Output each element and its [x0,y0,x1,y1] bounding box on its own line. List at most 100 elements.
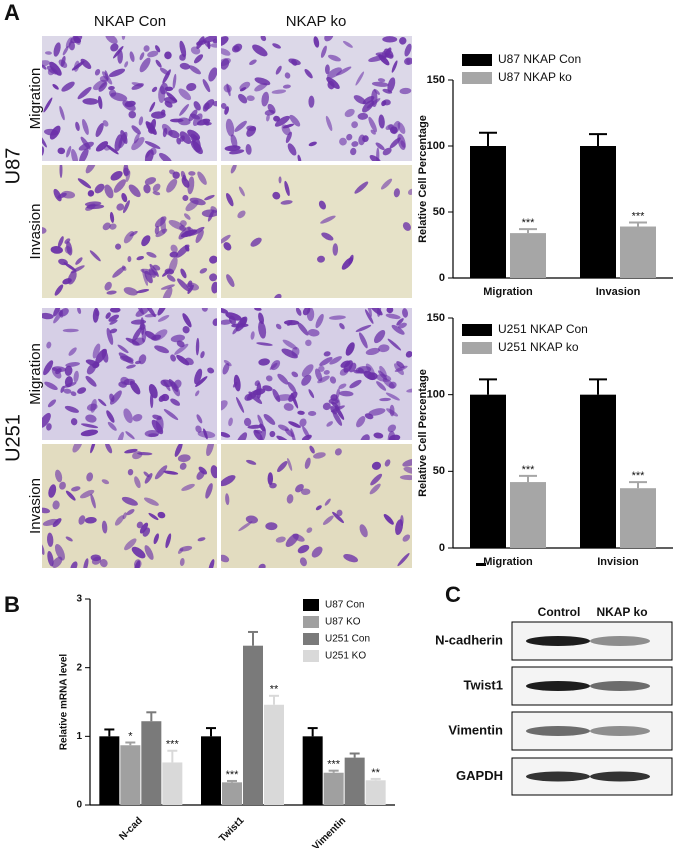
column-label: NKAP ko [286,13,347,30]
cell [161,123,173,136]
cell [195,229,204,243]
significance-label: *** [327,759,341,771]
cell [129,230,138,237]
cell [97,95,103,110]
cell [121,496,138,506]
cell [194,368,203,385]
cell [234,120,247,132]
cell [42,227,47,234]
cell [90,493,96,509]
cell [131,137,145,151]
cell [144,149,154,161]
cell [330,406,338,415]
cell [397,553,410,567]
cell [210,465,217,479]
cell [51,556,63,568]
cell [124,61,129,68]
cell [58,59,68,68]
cell [226,274,235,287]
cell [124,100,136,108]
cell [42,312,54,320]
cell [152,414,162,420]
cell [104,281,112,291]
cell [85,165,96,174]
cell [60,385,65,393]
cell [223,359,232,367]
cell [137,452,153,456]
cell [42,60,50,67]
row-label: Migration [27,68,44,130]
cell [297,544,310,554]
cell [338,390,354,397]
cell [101,479,110,485]
cell [360,434,370,440]
cell [170,244,178,253]
cell [52,84,59,90]
cell [46,532,54,547]
cell [179,558,185,567]
cell [86,472,94,482]
cells [42,308,217,440]
cell [179,103,189,116]
cell [368,55,385,63]
micrograph [221,36,412,161]
cell [339,368,349,376]
cell [148,433,159,437]
cell [385,392,400,401]
y-tick-label: 1 [76,731,82,742]
cell [247,424,263,429]
cell [104,70,109,81]
cell [302,308,311,316]
cell [75,121,80,132]
cell [59,481,66,490]
cell [70,265,85,274]
cell [77,387,87,394]
cell [170,398,181,406]
cell [388,381,397,389]
cell [238,93,248,104]
cell [59,105,65,121]
cell [254,308,262,311]
cell [211,281,217,294]
cell [109,211,115,223]
cell [101,349,109,363]
cell [323,351,331,357]
cell [389,126,398,134]
cell [287,382,297,393]
cell [112,266,126,278]
cell [297,154,302,161]
cell [117,431,124,440]
cell [49,61,62,76]
y-tick-label: 0 [439,542,445,554]
cell [369,155,382,161]
cell [382,99,391,106]
cell [188,171,196,176]
cell [184,230,193,237]
cell [154,465,168,480]
cell [319,357,333,367]
cell [90,444,96,454]
legend-swatch [462,342,492,354]
cell [336,509,343,517]
cell [61,81,75,92]
cell [348,362,357,373]
cell [182,174,187,181]
micrograph-bg [221,165,412,298]
significance-label: *** [632,470,646,482]
cell [131,83,144,90]
cell [64,365,73,376]
y-tick-label: 2 [76,662,82,673]
cell [42,412,51,428]
cell [250,237,262,247]
cell [198,466,208,475]
cell [179,54,186,61]
legend-label: U87 KO [325,617,361,628]
cell [291,371,299,378]
cell [387,430,396,440]
cell [65,362,80,367]
cell [295,484,304,493]
cell [182,326,190,334]
cell [95,141,109,152]
cell [280,200,293,205]
cell [263,413,276,425]
